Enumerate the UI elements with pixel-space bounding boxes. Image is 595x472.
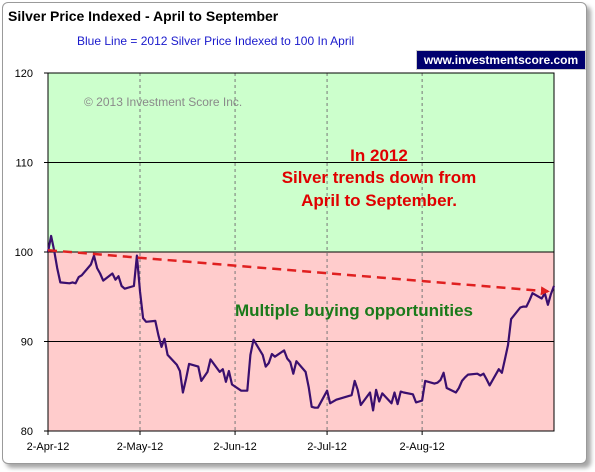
y-tick-label: 100 — [15, 247, 33, 259]
chart-subtitle: Blue Line = 2012 Silver Price Indexed to… — [77, 34, 355, 48]
x-axis-ticks: 2-Apr-12 2-May-12 2-Jun-12 2-Jul-12 2-Aug-12 — [27, 431, 445, 453]
website-badge: www.investmentscore.com — [416, 50, 586, 70]
x-tick-label: 2-Jun-12 — [213, 441, 256, 453]
y-tick-label: 120 — [15, 68, 33, 80]
trend-arrow — [47, 248, 550, 296]
x-tick-label: 2-Jul-12 — [307, 441, 347, 453]
copyright-text: © 2013 Investment Score Inc. — [84, 95, 242, 109]
trend-annotation-line-3: April to September. — [301, 191, 457, 210]
x-tick-label: 2-Apr-12 — [27, 441, 70, 453]
x-tick-label: 2-May-12 — [117, 441, 163, 453]
y-axis-ticks: 80 90 100 110 120 — [15, 68, 48, 438]
y-tick-label: 110 — [15, 158, 33, 170]
buying-opportunities-text: Multiple buying opportunities — [235, 301, 473, 320]
chart-title: Silver Price Indexed - April to Septembe… — [8, 8, 279, 24]
x-tick-label: 2-Aug-12 — [400, 441, 445, 453]
y-tick-label: 90 — [21, 337, 33, 349]
silver-index-line — [46, 234, 556, 412]
trend-annotation-line-1: In 2012 — [350, 146, 408, 165]
trend-annotation-line-2: Silver trends down from — [282, 168, 477, 187]
grid-lines — [48, 73, 554, 431]
y-tick-label: 80 — [21, 426, 33, 438]
